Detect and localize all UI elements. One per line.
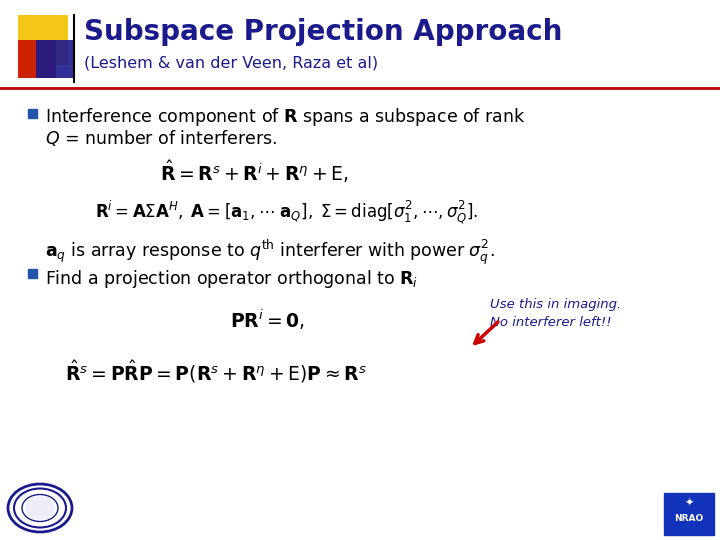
Text: $Q$ = number of interferers.: $Q$ = number of interferers. xyxy=(45,128,276,148)
Bar xyxy=(28,109,37,118)
Text: Use this in imaging.
No interferer left!!: Use this in imaging. No interferer left!… xyxy=(490,298,621,329)
Bar xyxy=(18,40,56,78)
Text: Find a projection operator orthogonal to $\mathbf{R}_i$: Find a projection operator orthogonal to… xyxy=(45,268,418,290)
Bar xyxy=(36,40,74,78)
Text: $\hat{\mathbf{R}} = \mathbf{R}^s + \mathbf{R}^i + \mathbf{R}^{\eta} + \mathrm{E}: $\hat{\mathbf{R}} = \mathbf{R}^s + \math… xyxy=(160,158,348,185)
Text: ✦: ✦ xyxy=(684,498,693,508)
Text: $\mathbf{a}_q$ is array response to $q^{\mathrm{th}}$ interferer with power $\si: $\mathbf{a}_q$ is array response to $q^{… xyxy=(45,238,495,267)
Circle shape xyxy=(25,497,55,519)
Text: (Leshem & van der Veen, Raza et al): (Leshem & van der Veen, Raza et al) xyxy=(84,55,378,70)
Text: $\hat{\mathbf{R}}^s = \mathbf{P}\hat{\mathbf{R}}\mathbf{P} = \mathbf{P}(\mathbf{: $\hat{\mathbf{R}}^s = \mathbf{P}\hat{\ma… xyxy=(65,358,366,385)
Bar xyxy=(18,15,68,65)
Bar xyxy=(28,269,37,278)
Text: $\mathbf{P}\mathbf{R}^i = \mathbf{0},$: $\mathbf{P}\mathbf{R}^i = \mathbf{0},$ xyxy=(230,308,305,332)
Text: Subspace Projection Approach: Subspace Projection Approach xyxy=(84,18,562,46)
Text: Interference component of $\mathbf{R}$ spans a subspace of rank: Interference component of $\mathbf{R}$ s… xyxy=(45,106,526,128)
Bar xyxy=(664,493,714,535)
Text: $\mathbf{R}^i = \mathbf{A}\Sigma\mathbf{A}^H,\; \mathbf{A} = [\mathbf{a}_1,\cdot: $\mathbf{R}^i = \mathbf{A}\Sigma\mathbf{… xyxy=(95,198,479,226)
Text: NRAO: NRAO xyxy=(675,514,703,523)
